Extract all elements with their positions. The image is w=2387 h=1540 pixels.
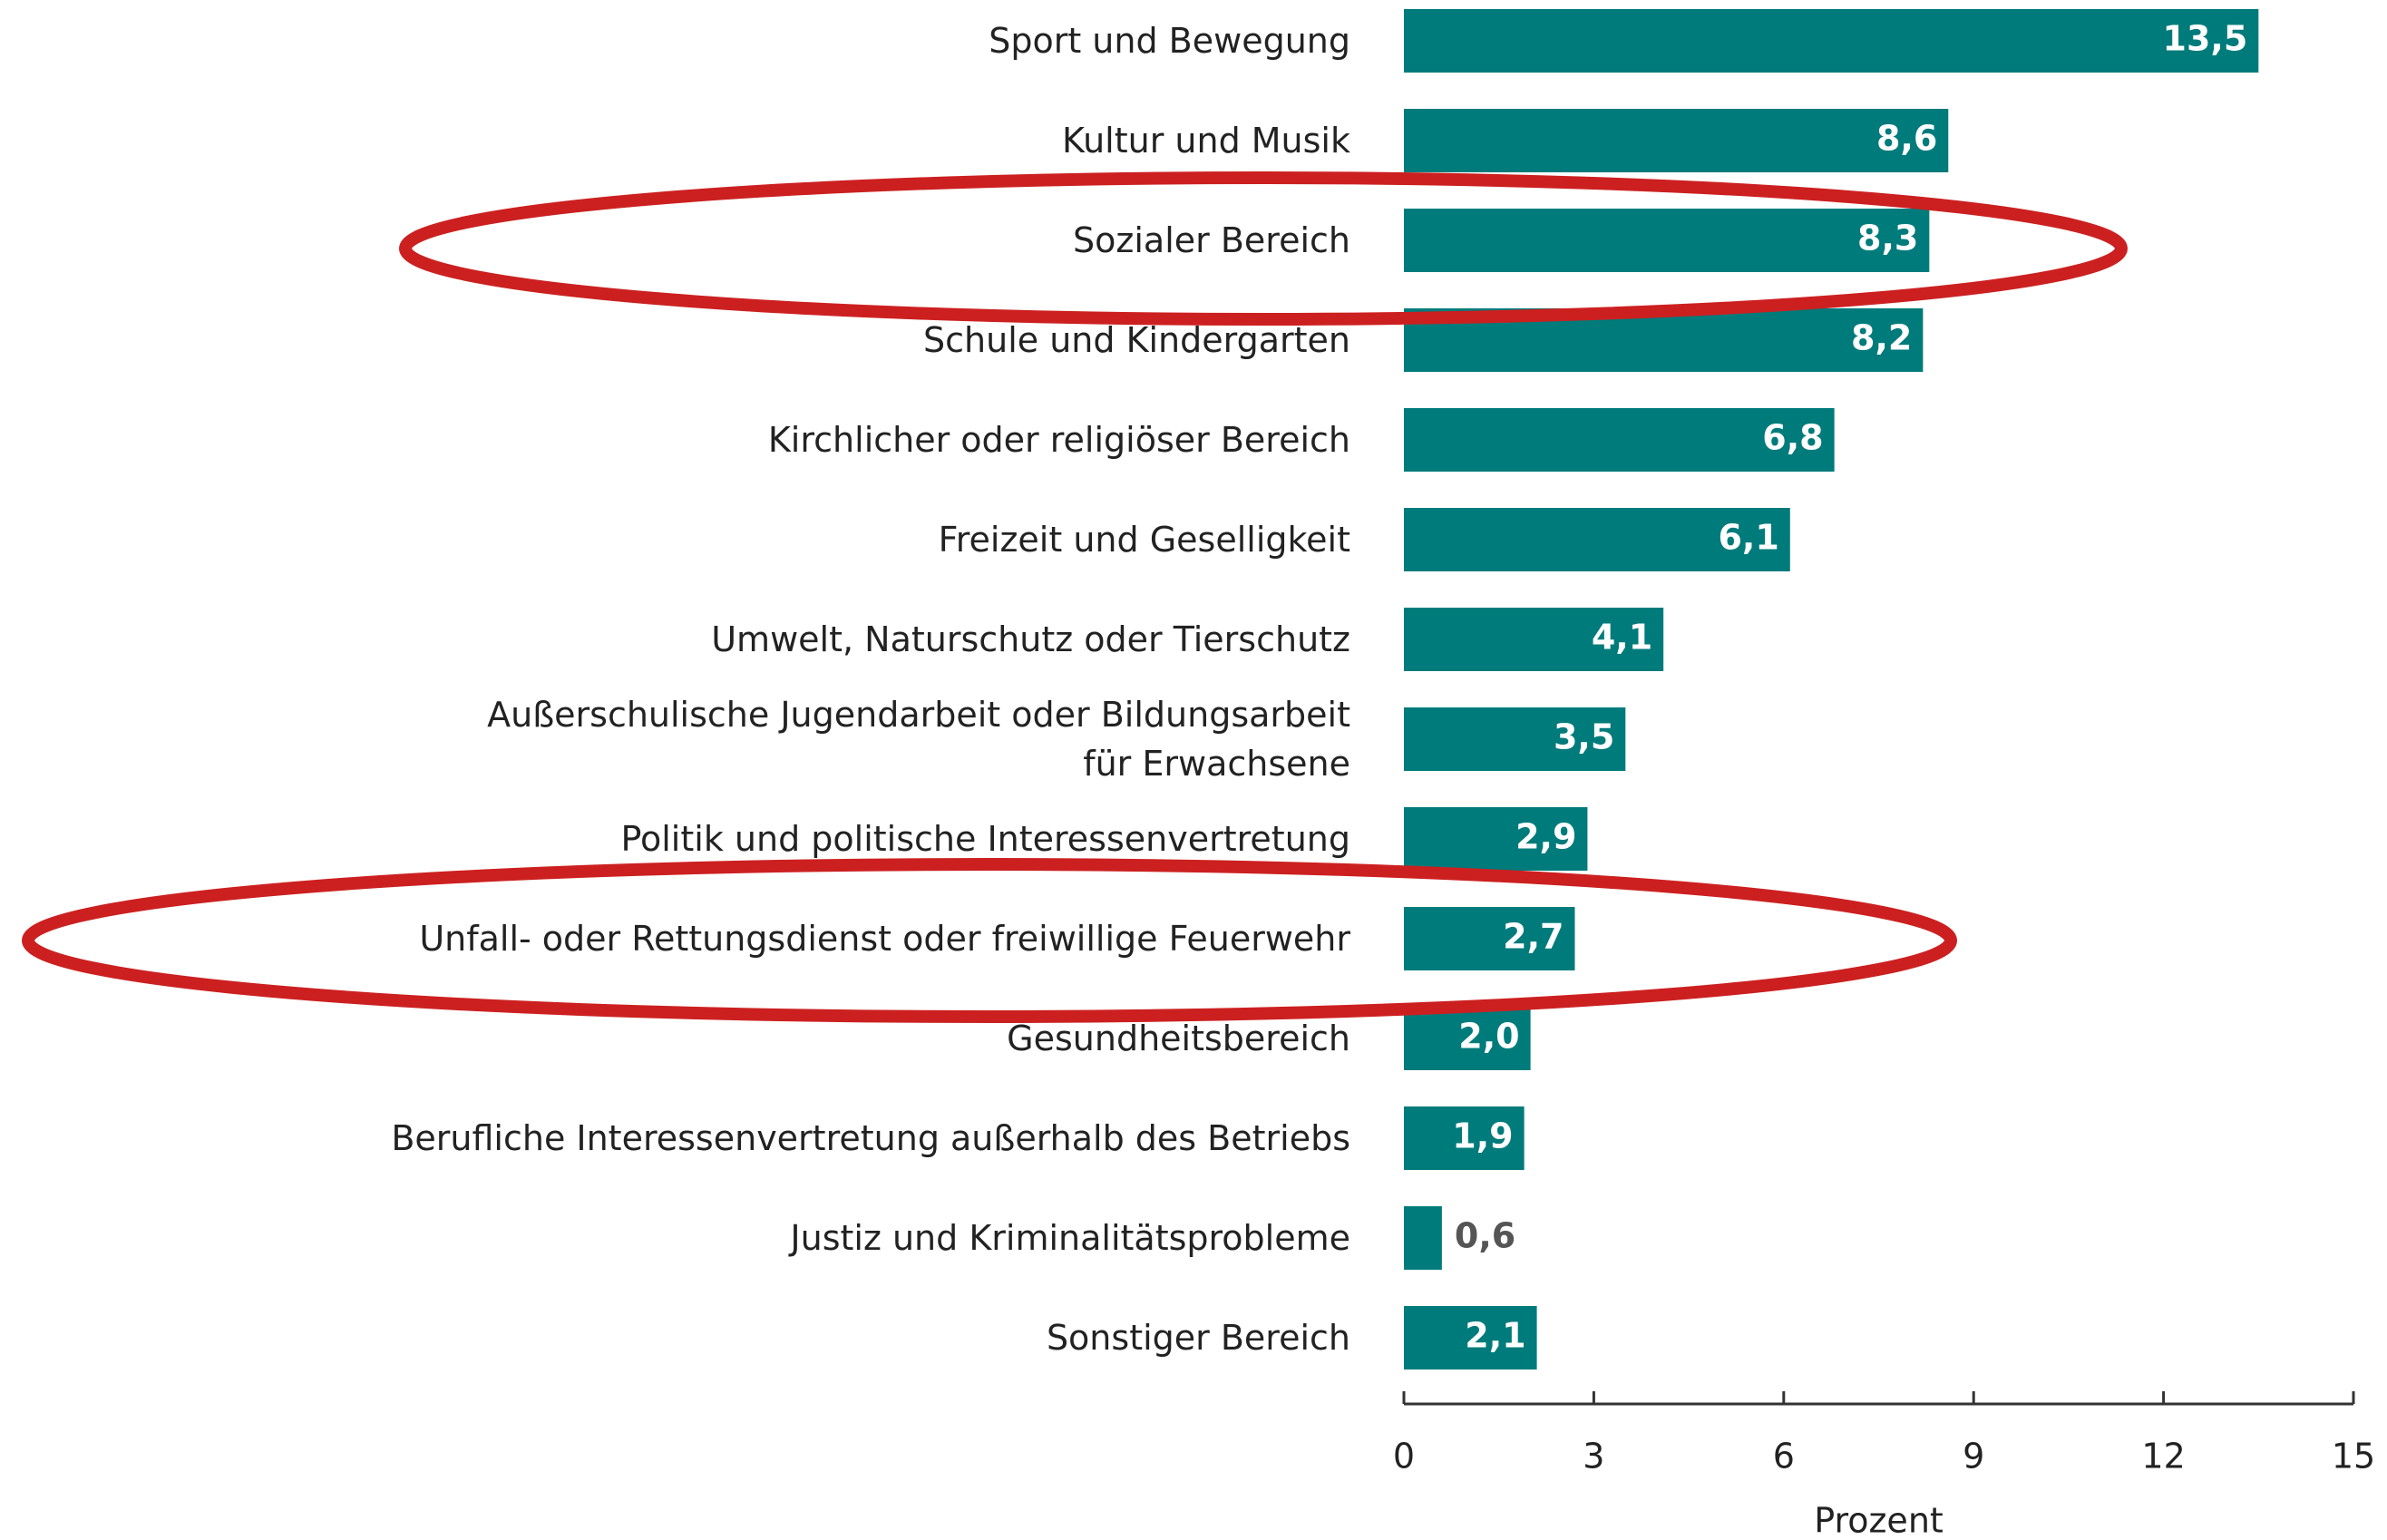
value-label: 6,8 — [1762, 418, 1823, 458]
category-label: Sonstiger Bereich — [1046, 1318, 1350, 1358]
value-label: 8,2 — [1851, 318, 1912, 358]
category-label: Berufliche Interessenvertretung außerhal… — [391, 1118, 1350, 1158]
value-label: 4,1 — [1592, 618, 1652, 658]
value-label: 6,1 — [1718, 518, 1778, 558]
bar — [1404, 1106, 1525, 1170]
category-label: Justiz und Kriminalitätsprobleme — [790, 1218, 1350, 1258]
category-label: Schule und Kindergarten — [923, 320, 1350, 360]
category-label: Gesundheitsbereich — [1007, 1019, 1350, 1058]
bar — [1404, 9, 2259, 73]
value-label: 8,6 — [1876, 119, 1937, 159]
value-label: 8,3 — [1857, 219, 1918, 258]
x-tick-label: 6 — [1773, 1437, 1795, 1477]
bar — [1404, 109, 1949, 172]
x-tick-label: 15 — [2332, 1437, 2375, 1477]
category-label: Freizeit und Geselligkeit — [938, 520, 1350, 560]
bar — [1404, 209, 1930, 272]
category-label: Umwelt, Naturschutz oder Tierschutz — [711, 619, 1350, 659]
category-label: Unfall- oder Rettungsdienst oder freiwil… — [419, 919, 1350, 959]
category-label: Kirchlicher oder religiöser Bereich — [767, 420, 1350, 460]
value-label: 2,1 — [1465, 1316, 1525, 1356]
value-label: 1,9 — [1452, 1116, 1513, 1156]
x-tick-label: 0 — [1393, 1437, 1415, 1477]
bar — [1404, 308, 1924, 372]
bar — [1404, 408, 1835, 472]
bar — [1404, 1306, 1537, 1369]
x-tick-label: 3 — [1583, 1437, 1604, 1477]
x-axis-label: Prozent — [1814, 1501, 1944, 1540]
bar — [1404, 608, 1664, 671]
x-tick-label: 12 — [2141, 1437, 2185, 1477]
category-label: Kultur und Musik — [1062, 121, 1350, 161]
x-tick-label: 9 — [1963, 1437, 1984, 1477]
bar — [1404, 508, 1790, 571]
value-label: 2,7 — [1503, 917, 1564, 957]
category-label: Außerschulische Jugendarbeit oder Bildun… — [487, 695, 1350, 784]
category-label: Sozialer Bereich — [1073, 220, 1350, 260]
category-label: Politik und politische Interessenvertret… — [620, 819, 1350, 859]
value-label: 3,5 — [1554, 717, 1614, 757]
value-label: 2,9 — [1515, 817, 1576, 857]
value-label: 13,5 — [2163, 19, 2248, 59]
bar — [1404, 1206, 1442, 1270]
value-label: 0,6 — [1455, 1216, 1515, 1256]
category-label: Sport und Bewegung — [989, 21, 1350, 61]
bar — [1404, 707, 1626, 771]
value-label: 2,0 — [1458, 1017, 1519, 1057]
